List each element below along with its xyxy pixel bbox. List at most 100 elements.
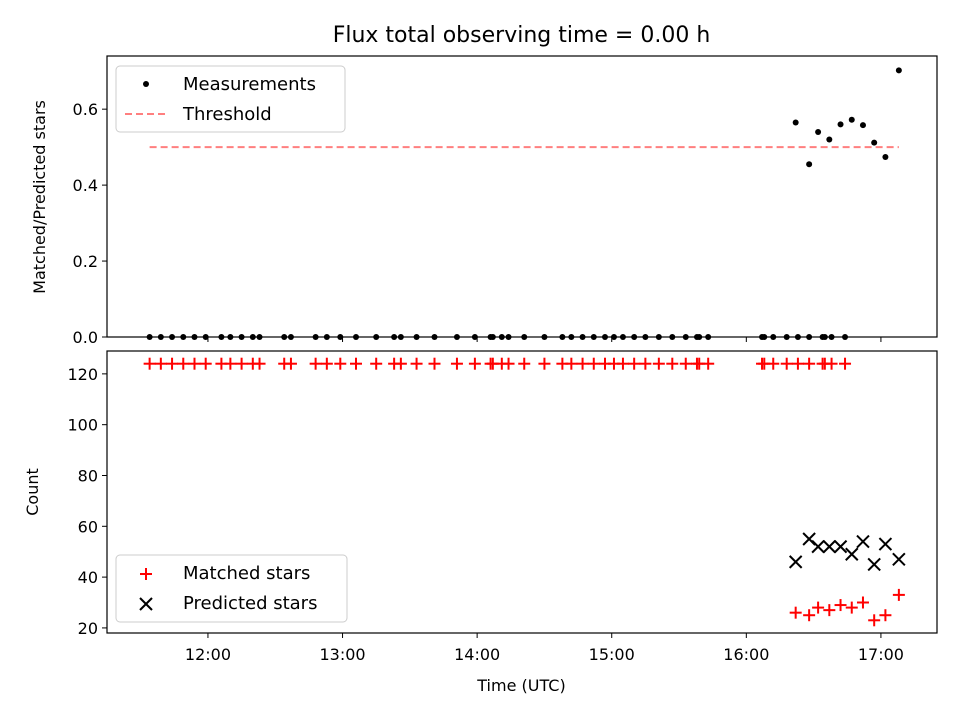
predicted-stars-point: [822, 539, 837, 554]
x-b: [878, 537, 893, 551]
bottom-plot-area: [143, 357, 906, 627]
x-b: [867, 557, 881, 572]
y-tick-label: 120: [67, 365, 98, 384]
matched-stars-point: [394, 357, 407, 370]
x-tick-label: 13:00: [319, 645, 365, 664]
matched-stars-point: [666, 357, 679, 370]
matched-stars-point: [803, 357, 816, 370]
predicted-stars-point: [811, 539, 825, 554]
matched-stars-point: [845, 601, 858, 614]
x-b: [856, 534, 870, 549]
matched-stars-point: [235, 357, 248, 370]
legend-measurements-label: Measurements: [183, 74, 316, 95]
matched-stars-point: [616, 357, 629, 370]
matched-stars-point: [468, 357, 481, 370]
matched-stars-point: [224, 357, 237, 370]
legend-measurements-marker: [143, 81, 149, 87]
y-tick-label: 0.6: [73, 100, 98, 119]
matched-stars-point: [320, 357, 333, 370]
matched-stars-point: [628, 357, 641, 370]
top-legend-box: [115, 65, 346, 133]
measurement-point: [826, 136, 833, 143]
bottom-x-axis: 12:00 13:00 14:00 15:00 16:00 17:00: [185, 633, 904, 664]
matched-stars-point: [576, 357, 589, 370]
legend-predicted-label: Predicted stars: [183, 593, 317, 614]
matched-stars-point: [892, 588, 905, 601]
x-b: [788, 555, 803, 569]
legend-matched-marker: [140, 568, 152, 580]
measurement-point: [895, 67, 902, 74]
matched-stars-point: [702, 357, 715, 370]
measurement-point: [848, 116, 855, 123]
x-axis-label: Time (UTC): [476, 676, 565, 695]
matched-stars-point: [825, 357, 838, 370]
x-b: [892, 552, 906, 567]
top-axes: 0.0 0.2 0.4 0.6 Matched/Predicted stars Mea…: [30, 55, 938, 347]
matched-stars-point: [538, 357, 551, 370]
matched-stars-point: [334, 357, 347, 370]
matched-stars-point: [428, 357, 441, 370]
bottom-legend: Matched stars Predicted stars: [115, 554, 348, 623]
y-tick-label: 0.2: [73, 252, 98, 271]
measurement-point: [859, 122, 866, 129]
measurement-point: [837, 121, 844, 128]
y-tick-label: 20: [78, 619, 98, 638]
bottom-axes-frame: [106, 350, 938, 634]
matched-stars-point: [587, 357, 600, 370]
x-b: [822, 539, 837, 554]
predicted-stars-point: [892, 552, 906, 567]
matched-stars-point: [309, 357, 322, 370]
y-tick-label: 0.0: [73, 328, 98, 347]
matched-stars-point: [565, 357, 578, 370]
chart-title: Flux total observing time = 0.00 h: [333, 23, 711, 48]
top-plot-area: [146, 67, 902, 340]
bottom-y-axis-label: Count: [23, 468, 42, 516]
matched-stars-point: [154, 357, 167, 370]
x-b: [811, 539, 825, 554]
x-tick-label: 16:00: [723, 645, 769, 664]
matched-stars-point: [188, 357, 201, 370]
matched-stars-point: [284, 357, 297, 370]
y-tick-label: 40: [78, 568, 98, 587]
top-axes-frame: [106, 55, 938, 338]
matched-stars-point: [410, 357, 423, 370]
matched-stars-point: [767, 357, 780, 370]
predicted-stars-point: [867, 557, 881, 572]
matched-stars-point: [450, 357, 463, 370]
x-tick-label: 14:00: [454, 645, 500, 664]
matched-stars-point: [143, 357, 156, 370]
matched-stars-point: [518, 357, 531, 370]
matched-stars-point: [839, 357, 852, 370]
predicted-stars-point: [833, 539, 848, 554]
measurement-point: [871, 139, 878, 146]
matched-stars-point: [812, 601, 825, 614]
matched-stars-point: [199, 357, 212, 370]
x-b: [802, 532, 816, 546]
matched-stars-point: [370, 357, 383, 370]
x-tick-label: 17:00: [858, 645, 904, 664]
y-tick-label: 80: [78, 466, 98, 485]
matched-stars-point: [791, 357, 804, 370]
matched-stars-point: [177, 357, 190, 370]
x-b: [833, 539, 848, 554]
matched-stars-point: [834, 599, 847, 612]
matched-stars-point: [856, 596, 869, 609]
measurement-point: [806, 161, 813, 168]
legend-predicted-marker: [139, 597, 153, 611]
matched-stars-point: [639, 357, 652, 370]
top-x-ticks: [207, 337, 882, 342]
matched-stars-point: [868, 614, 881, 627]
legend-matched-label: Matched stars: [183, 563, 310, 584]
x-tick-label: 15:00: [589, 645, 635, 664]
matched-stars-point: [350, 357, 362, 370]
y-tick-label: 0.4: [73, 176, 98, 195]
matched-stars-point: [652, 357, 665, 370]
matched-stars-point: [502, 357, 515, 370]
matched-stars-point: [780, 357, 793, 370]
matched-stars-point: [679, 357, 692, 370]
top-y-axis-label: Matched/Predicted stars: [30, 100, 49, 294]
top-y-axis: 0.0 0.2 0.4 0.6: [73, 100, 107, 347]
matched-stars-point: [823, 604, 836, 617]
predicted-stars-point: [856, 534, 870, 549]
